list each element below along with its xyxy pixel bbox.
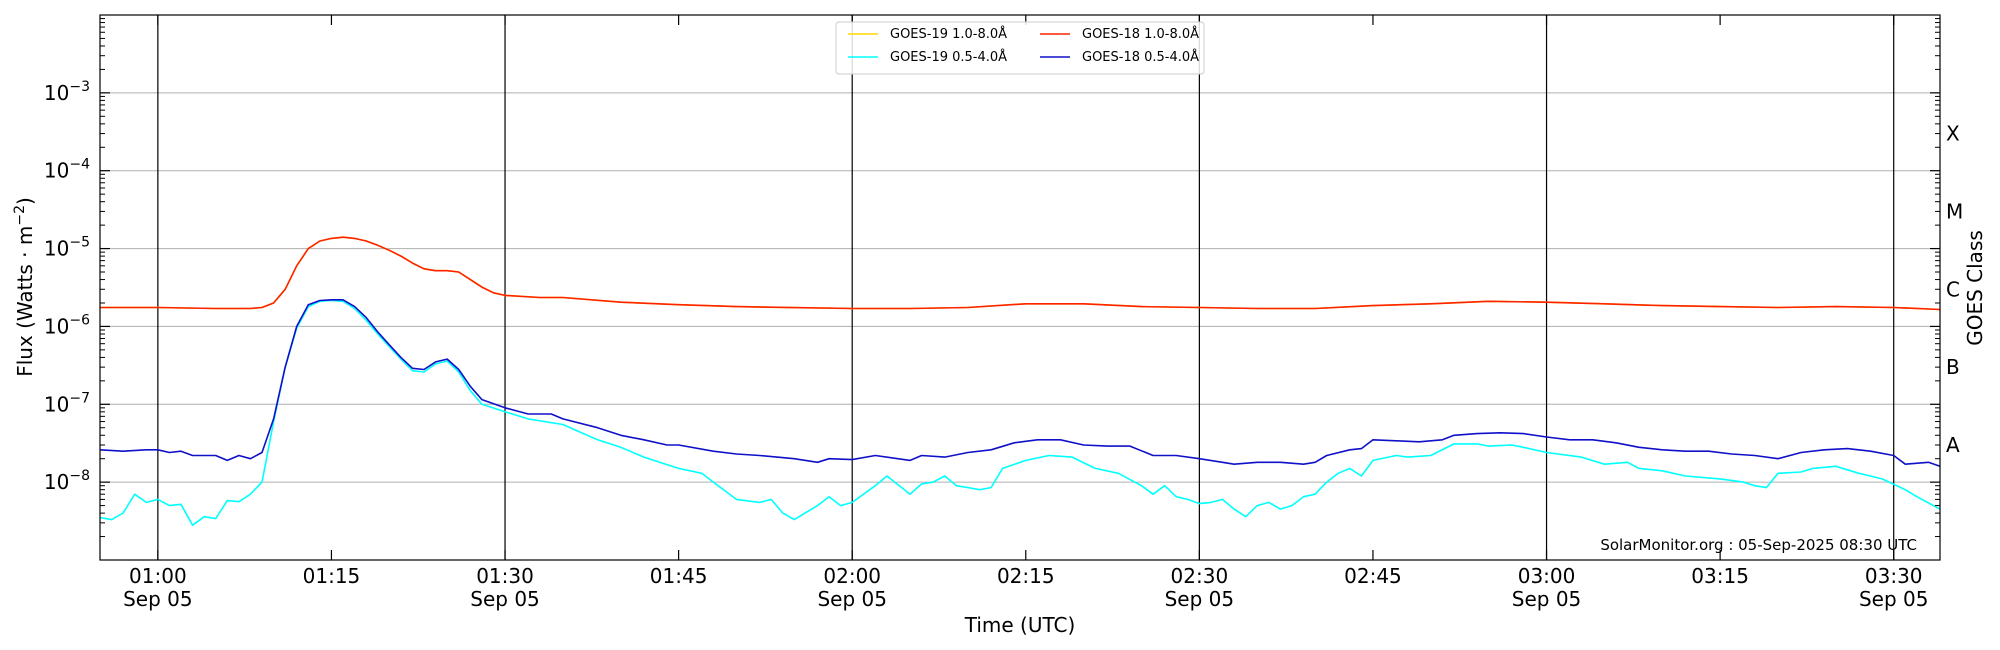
plot-frame — [99, 14, 1941, 561]
y-tick-label: 10−5 — [44, 235, 90, 261]
y-tick-exponent: −6 — [69, 312, 90, 328]
x-tick-label: 02:00 — [823, 564, 881, 588]
y-tick-exponent: −3 — [69, 79, 90, 95]
legend-entry-label: GOES-18 1.0-8.0Å — [1082, 26, 1199, 42]
x-axis-title: Time (UTC) — [964, 613, 1076, 637]
x-tick-label: 02:30 — [1171, 564, 1229, 588]
x-tick-label: 01:15 — [303, 564, 361, 588]
x-tick-label: 01:45 — [650, 564, 708, 588]
goes-class-label: C — [1946, 277, 1960, 301]
day-boundary-lines — [157, 15, 1895, 560]
goes-class-label: X — [1946, 122, 1960, 146]
x-tick-label: 03:00 — [1518, 564, 1576, 588]
x-tick-date-label: Sep 05 — [470, 587, 540, 611]
y-tick-base: 10 — [44, 392, 69, 416]
y-tick-exponent: −5 — [69, 235, 90, 251]
y-axis-title-main: Flux (Watts · m — [13, 226, 37, 377]
legend-entry-label: GOES-18 0.5-4.0Å — [1082, 49, 1199, 65]
legend: GOES-19 1.0-8.0Å GOES-19 0.5-4.0Å GOES-18 … — [835, 21, 1205, 75]
legend-box — [835, 21, 1205, 75]
goes-class-label: A — [1946, 433, 1960, 457]
y-tick-base: 10 — [44, 314, 69, 338]
x-tick-date-label: Sep 05 — [1859, 587, 1929, 611]
x-tick-label: 01:30 — [476, 564, 534, 588]
goes-class-label: B — [1946, 355, 1960, 379]
goes-class-axis-title: GOES Class — [1963, 230, 1987, 346]
y-axis-title: Flux (Watts · m−2) — [12, 197, 37, 377]
x-tick-date-label: Sep 05 — [1165, 587, 1235, 611]
y-tick-label: 10−8 — [44, 468, 90, 494]
y-tick-base: 10 — [44, 237, 69, 261]
y-tick-label: 10−4 — [44, 157, 90, 183]
legend-entry-label: GOES-19 1.0-8.0Å — [890, 26, 1007, 42]
y-tick-label: 10−3 — [44, 79, 90, 105]
x-tick-date-label: Sep 05 — [123, 587, 193, 611]
y-tick-exponent: −7 — [69, 390, 90, 406]
x-tick-label: 03:30 — [1865, 564, 1923, 588]
x-tick-label: 03:15 — [1691, 564, 1749, 588]
y-tick-base: 10 — [44, 81, 69, 105]
grid-lines — [100, 92, 1940, 483]
goes-class-label: M — [1946, 199, 1963, 223]
y-tick-exponent: −4 — [69, 157, 90, 173]
series-lines — [99, 236, 1941, 527]
y-tick-base: 10 — [44, 159, 69, 183]
legend-entry-label: GOES-19 0.5-4.0Å — [890, 49, 1007, 65]
series-line-goes-18-0-5-4-0- — [99, 298, 1941, 468]
y-tick-base: 10 — [44, 470, 69, 494]
y-tick-label: 10−7 — [44, 390, 90, 416]
x-tick-label: 01:00 — [129, 564, 187, 588]
y-axis-title-close: ) — [13, 197, 37, 205]
series-line-goes-18-1-0-8-0- — [100, 236, 1941, 311]
axis-ticks — [100, 15, 1940, 560]
x-tick-date-label: Sep 05 — [817, 587, 887, 611]
y-tick-label: 10−6 — [44, 312, 90, 338]
y-axis-title-exponent: −2 — [12, 205, 28, 226]
x-tick-label: 02:45 — [1344, 564, 1402, 588]
y-tick-exponent: −8 — [69, 468, 90, 484]
x-tick-label: 02:15 — [997, 564, 1055, 588]
x-tick-date-label: Sep 05 — [1512, 587, 1582, 611]
source-footer: SolarMonitor.org : 05-Sep-2025 08:30 UTC — [1600, 536, 1917, 554]
